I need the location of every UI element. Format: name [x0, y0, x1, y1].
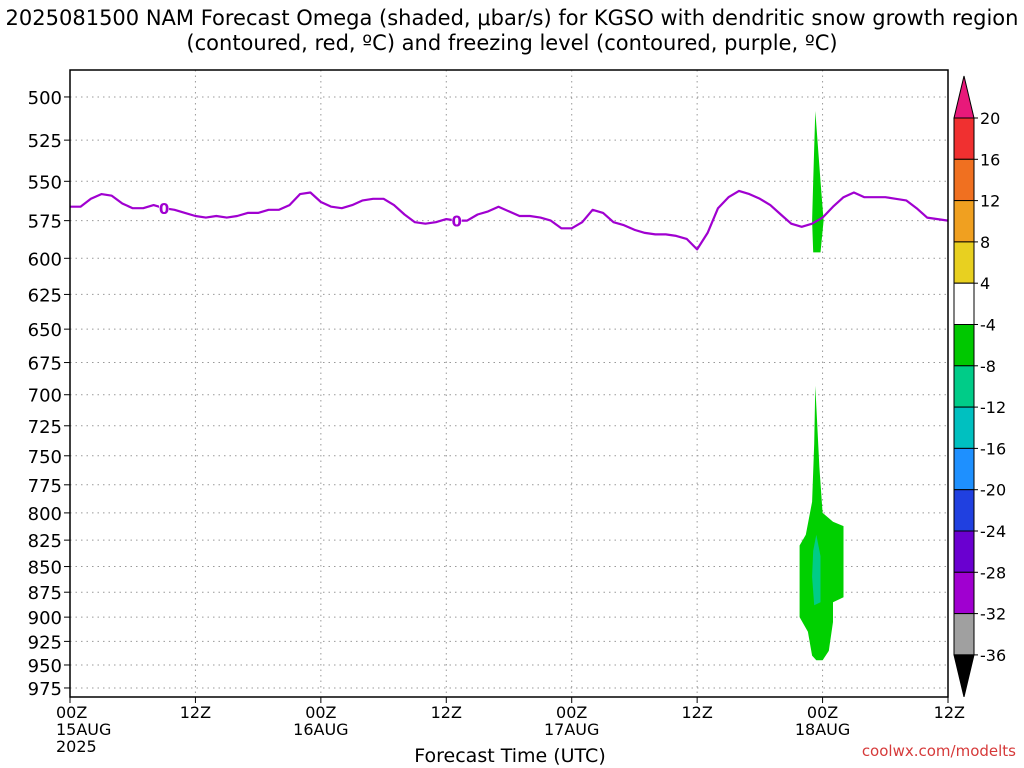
- colorbar-label: -12: [980, 398, 1006, 417]
- colorbar-label: -28: [980, 563, 1006, 582]
- x-tick-date: 16AUG: [293, 720, 348, 739]
- colorbar-label: -24: [980, 522, 1006, 541]
- contour-label-bg: [159, 200, 170, 217]
- omega-region: [799, 385, 844, 661]
- y-tick-label: 675: [28, 354, 62, 375]
- y-tick-label: 625: [28, 285, 62, 306]
- x-axis-title: Forecast Time (UTC): [414, 745, 606, 767]
- colorbar-band: [953, 324, 975, 367]
- y-tick-label: 700: [28, 386, 62, 407]
- x-tick-date: 17AUG: [544, 720, 599, 739]
- x-tick-label: 00Z: [556, 703, 587, 722]
- colorbar-top-arrow: [953, 75, 975, 119]
- colorbar-band: [953, 282, 975, 326]
- colorbar-label: 20: [980, 109, 1000, 128]
- colorbar: 20 16 12 8 4 -4 -8 -12 -16 -20 -24 -28 -32 -36: [953, 75, 1006, 698]
- plot-frame: [69, 69, 949, 698]
- colorbar-band: [953, 489, 975, 532]
- colorbar-label: 16: [980, 150, 1000, 169]
- y-tick-label: 925: [28, 632, 62, 653]
- y-tick-label: 775: [28, 476, 62, 497]
- y-axis: 500 525 550 575 600 625 650 675 700 725 750 775 800 8…: [28, 88, 70, 700]
- omega-region: [812, 534, 821, 606]
- x-tick-date: 18AUG: [795, 720, 850, 739]
- colorbar-label: -36: [980, 646, 1006, 665]
- y-tick-label: 600: [28, 249, 62, 270]
- colorbar-band: [953, 365, 975, 408]
- omega-shading: [799, 111, 844, 661]
- x-tick-year: 2025: [56, 737, 97, 756]
- x-tick-label: 12Z: [681, 703, 712, 722]
- y-tick-label: 825: [28, 531, 62, 552]
- y-tick-label: 525: [28, 131, 62, 152]
- y-tick-label: 875: [28, 583, 62, 604]
- colorbar-label: -32: [980, 605, 1006, 624]
- freezing-level-line: [70, 189, 949, 251]
- y-tick-label: 725: [28, 417, 62, 438]
- freezing-level-contour: 00: [70, 189, 949, 251]
- colorbar-band: [953, 158, 975, 202]
- x-tick-label: 00Z: [807, 703, 838, 722]
- colorbar-band: [953, 117, 975, 160]
- y-tick-label: 800: [28, 504, 62, 525]
- colorbar-band: [953, 530, 975, 573]
- y-tick-label: 850: [28, 558, 62, 579]
- contour-label: 0: [452, 213, 462, 231]
- colorbar-label: 8: [980, 233, 990, 252]
- x-tick-label: 12Z: [431, 703, 462, 722]
- watermark-link[interactable]: coolwx.com/modelts: [861, 742, 1016, 760]
- y-tick-label: 575: [28, 212, 62, 233]
- y-tick-label: 950: [28, 656, 62, 677]
- y-tick-label: 650: [28, 320, 62, 341]
- x-tick-label: 12Z: [180, 703, 211, 722]
- colorbar-bottom-arrow: [953, 654, 975, 698]
- colorbar-band: [953, 571, 975, 615]
- colorbar-band: [953, 200, 975, 243]
- y-tick-label: 975: [28, 679, 62, 700]
- x-tick-label: 00Z: [305, 703, 336, 722]
- y-tick-label: 550: [28, 172, 62, 193]
- colorbar-label: -20: [980, 481, 1006, 500]
- colorbar-label: -16: [980, 439, 1006, 458]
- omega-region: [812, 111, 824, 253]
- colorbar-band: [953, 447, 975, 491]
- colorbar-label: -8: [980, 357, 996, 376]
- colorbar-label: 4: [980, 274, 990, 293]
- y-tick-label: 500: [28, 88, 62, 109]
- colorbar-band: [953, 406, 975, 449]
- y-tick-label: 900: [28, 608, 62, 629]
- chart-title: 2025081500 NAM Forecast Omega (shaded, μ…: [5, 6, 1019, 55]
- contour-label: 0: [159, 200, 169, 218]
- contour-label-bg: [451, 212, 462, 229]
- x-tick-date: 15AUG: [56, 720, 111, 739]
- colorbar-band: [953, 241, 975, 284]
- colorbar-label: -4: [980, 316, 996, 335]
- x-tick-label: 12Z: [934, 703, 965, 722]
- colorbar-band: [953, 613, 975, 656]
- x-tick-label: 00Z: [56, 703, 87, 722]
- colorbar-label: 12: [980, 192, 1000, 211]
- y-tick-label: 750: [28, 447, 62, 468]
